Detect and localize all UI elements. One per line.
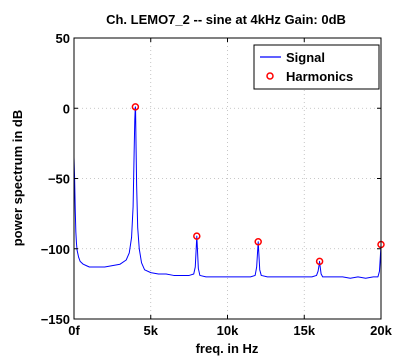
y-tick-label: −100 [41,242,70,257]
legend: Signal Harmonics [253,44,380,90]
axis-ticks: 0f 5k 10k 15k 20k 50 0 −50 −100 −150 [41,31,393,338]
chart-title: Ch. LEMO7_2 -- sine at 4kHz Gain: 0dB [106,12,346,27]
x-tick-label: 0f [68,323,80,338]
y-tick-label: −50 [48,172,70,187]
x-tick-label: 5k [144,323,159,338]
harmonic-marker [254,237,262,246]
x-tick-label: 15k [293,323,315,338]
y-axis-label: power spectrum in dB [10,110,25,247]
legend-box [253,44,380,90]
signal-line [73,106,382,279]
grid-lines [74,38,381,319]
harmonic-marker [131,103,140,111]
y-tick-label: −150 [41,312,70,327]
legend-harmonics-label: Harmonics [286,69,353,84]
harmonic-marker [315,257,324,266]
harmonic-marker [193,232,201,240]
plot-area [73,103,385,279]
x-axis-label: freq. in Hz [196,341,259,356]
legend-signal-label: Signal [286,50,325,65]
y-tick-label: 0 [63,101,70,116]
y-tick-label: 50 [56,31,70,46]
x-tick-label: 10k [217,323,239,338]
legend-harmonics-marker [266,72,274,80]
x-tick-label: 20k [370,323,392,338]
